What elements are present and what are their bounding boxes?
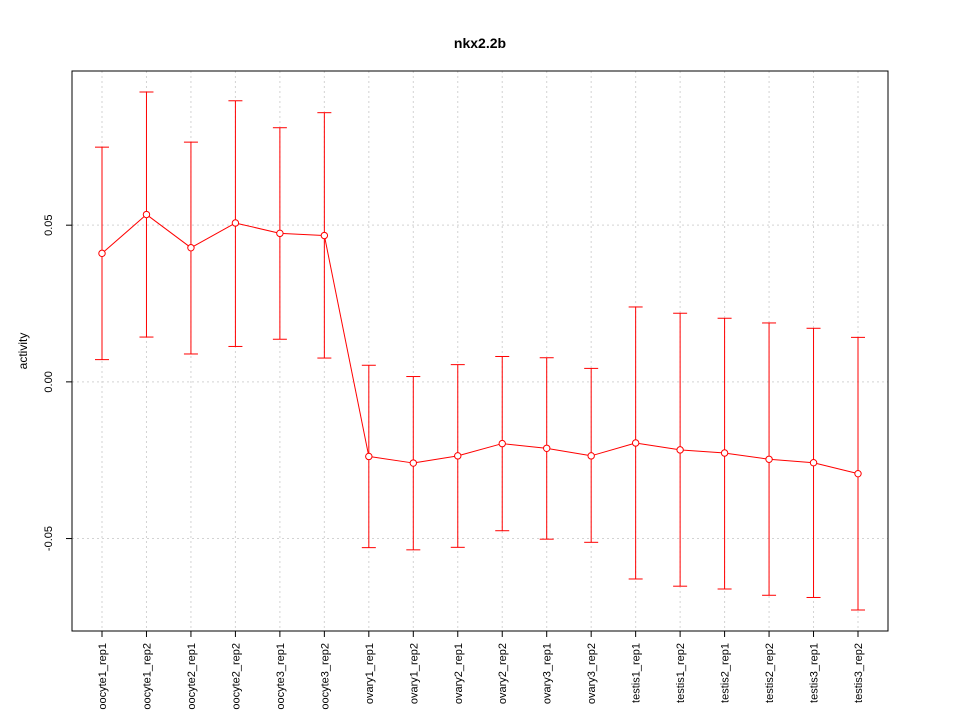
series-line-segment <box>727 452 766 460</box>
data-points <box>98 210 862 478</box>
plot-frame <box>71 70 889 632</box>
data-point <box>187 244 195 252</box>
x-tick-label: testis2_rep1 <box>720 643 732 703</box>
error-bars <box>95 91 865 611</box>
x-tick-label: ovary3_rep1 <box>542 643 554 704</box>
data-point <box>543 444 551 453</box>
data-line <box>104 216 856 474</box>
data-point <box>409 459 417 467</box>
series-line-segment <box>460 443 500 456</box>
data-point <box>365 452 373 461</box>
y-tick-label: -0.05 <box>43 526 55 551</box>
data-point <box>498 439 506 448</box>
data-point <box>98 249 106 258</box>
x-tick-label: oocyte2_rep1 <box>186 643 198 710</box>
y-tick-label: 0.00 <box>43 371 55 392</box>
series-line-segment <box>238 223 277 234</box>
series-line-segment <box>371 456 411 464</box>
data-point <box>809 459 818 467</box>
x-tick-label: oocyte3_rep2 <box>319 643 331 710</box>
data-point <box>142 210 151 219</box>
x-tick-label: ovary1_rep1 <box>364 643 376 704</box>
data-point <box>231 219 240 227</box>
x-tick-label: oocyte1_rep1 <box>97 643 109 710</box>
series-line-segment <box>416 455 455 464</box>
series-line-segment <box>683 449 722 454</box>
series-line-segment <box>772 459 811 463</box>
x-tick-label: ovary1_rep2 <box>408 643 420 704</box>
y-tick-label: 0.05 <box>43 214 55 235</box>
series-line-segment <box>549 448 589 456</box>
x-tick-label: ovary3_rep2 <box>586 643 598 704</box>
series-line-segment <box>283 232 322 236</box>
x-tick-label: ovary2_rep2 <box>497 643 509 704</box>
data-point <box>587 452 595 460</box>
data-point <box>276 229 284 238</box>
series-line-segment <box>148 216 189 247</box>
chart-title: nkx2.2b <box>454 35 506 51</box>
x-tick-label: testis3_rep2 <box>853 643 865 703</box>
y-axis: -0.05 0.00 0.05 <box>43 214 72 551</box>
x-axis: oocyte1_rep1 oocyte1_rep2 oocyte2_rep1 oocy… <box>97 631 865 710</box>
y-axis-label: activity <box>16 333 30 370</box>
data-point <box>454 452 462 460</box>
series-line-segment <box>816 462 856 474</box>
x-tick-label: testis1_rep1 <box>631 643 643 703</box>
x-tick-label: oocyte2_rep2 <box>230 643 242 710</box>
data-point <box>765 455 773 463</box>
series-line-segment <box>594 443 633 456</box>
series-line-segment <box>324 238 369 454</box>
x-tick-label: testis3_rep1 <box>809 643 821 703</box>
x-tick-label: oocyte3_rep1 <box>275 643 287 710</box>
data-point <box>720 449 729 457</box>
data-point <box>631 439 640 447</box>
data-point <box>676 446 684 454</box>
x-tick-label: testis1_rep2 <box>675 643 687 703</box>
x-tick-label: testis2_rep2 <box>764 643 776 703</box>
grid <box>72 71 888 631</box>
series-line-segment <box>104 216 145 252</box>
series-line-segment <box>193 224 233 247</box>
series-line-segment <box>638 442 678 450</box>
x-tick-label: ovary2_rep1 <box>453 643 465 704</box>
data-point <box>320 231 329 240</box>
data-point <box>854 469 862 478</box>
x-tick-label: oocyte1_rep2 <box>141 643 153 710</box>
series-line-segment <box>505 443 544 449</box>
